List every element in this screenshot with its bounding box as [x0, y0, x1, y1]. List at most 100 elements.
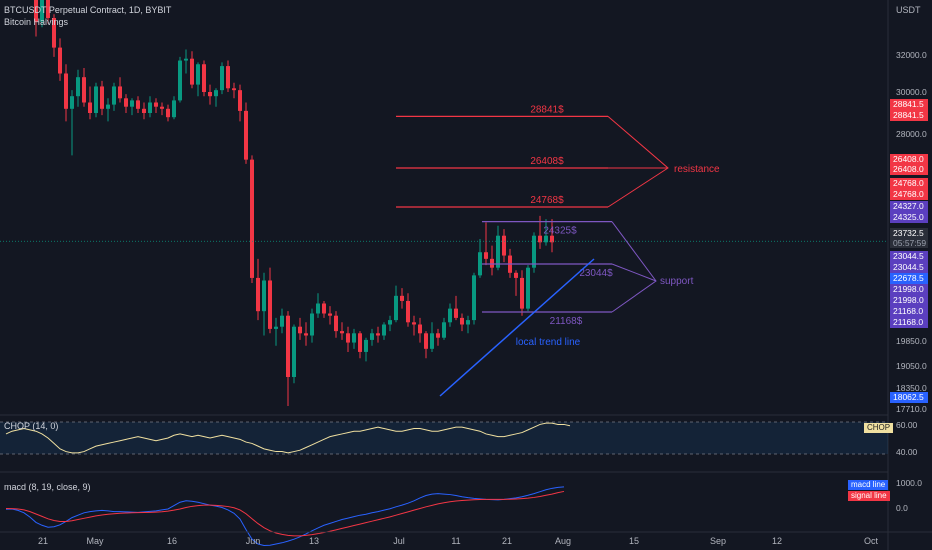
candle [124, 98, 128, 107]
candle [256, 277, 260, 312]
candle [370, 333, 374, 340]
annotations: resistance support local trend line [439, 115, 720, 397]
candle [64, 73, 68, 109]
candle [472, 275, 476, 321]
candle [172, 100, 176, 118]
candle [34, 0, 38, 22]
candle [208, 92, 212, 97]
candle [454, 308, 458, 318]
time-tick-label: 16 [167, 536, 177, 546]
candle [526, 267, 530, 309]
price-tick-label: 19050.0 [896, 361, 927, 371]
price-tag: 24768.0 [890, 178, 928, 189]
macd-pane: 1000.0 0.0 [5, 478, 922, 546]
candle [346, 333, 350, 343]
chop-line [5, 422, 571, 454]
support-note: support [660, 276, 694, 287]
price-tick-label: 19850.0 [896, 336, 927, 346]
price-tag: 26408.0 [890, 154, 928, 165]
candle [232, 88, 236, 91]
candle [94, 86, 98, 113]
macd-legend-badge: macd line [848, 480, 889, 490]
candle [466, 320, 470, 325]
resistance-arrow [607, 115, 669, 208]
candle [448, 308, 452, 323]
price-tag: 18062.5 [890, 392, 928, 403]
candle [292, 326, 296, 377]
candle [136, 100, 140, 109]
current-price-tag: 23732.5 05:57:59 [890, 228, 928, 248]
candle [460, 317, 464, 325]
candle [184, 58, 188, 61]
candle [46, 0, 50, 18]
candle [244, 110, 248, 160]
price-axis: 32000.0 30000.0 28000.0 19850.0 19050.0 18350… [896, 50, 927, 414]
candle [544, 235, 548, 243]
signal-line [5, 490, 565, 537]
macd-tick-label: 1000.0 [896, 478, 922, 488]
time-tick-label: May [86, 536, 104, 546]
candle [100, 86, 104, 109]
price-tick-label: 30000.0 [896, 87, 927, 97]
time-tick-label: Oct [864, 536, 879, 546]
chop-title: CHOP (14, 0) [4, 421, 59, 431]
candle [340, 331, 344, 334]
candle [262, 280, 266, 312]
time-axis: 21 May 16 Jun 13 Jul 11 21 Aug 15 Sep 12 Oct [0, 531, 932, 546]
resistance-label: 28841$ [530, 104, 564, 115]
candle [382, 324, 386, 336]
price-tick-label: 32000.0 [896, 50, 927, 60]
candle [418, 324, 422, 334]
candle [520, 277, 524, 309]
support-label: 24325$ [543, 226, 577, 237]
candle [550, 235, 554, 243]
time-tick-label: 13 [309, 536, 319, 546]
time-tick-label: Jun [246, 536, 261, 546]
candle [238, 90, 242, 111]
price-tag: 26408.0 [890, 164, 928, 175]
symbol-title: BTCUSDT Perpetual Contract, 1D, BYBIT [4, 5, 172, 15]
macd-line [5, 486, 565, 546]
candle [166, 108, 170, 118]
chop-pane: 60.00 40.00 [0, 420, 918, 457]
time-tick-label: 11 [451, 536, 460, 546]
candle [58, 47, 62, 74]
price-tag: 22678.5 [890, 273, 928, 284]
support-label: 23044$ [579, 268, 613, 279]
candle [316, 303, 320, 314]
candle [388, 320, 392, 325]
candle [196, 64, 200, 85]
candle [436, 333, 440, 338]
macd-tick-label: 0.0 [896, 503, 908, 513]
candle [250, 159, 254, 278]
signal-legend-badge: signal line [848, 491, 890, 501]
time-tick-label: 15 [629, 536, 639, 546]
candle [514, 272, 518, 278]
candle [298, 326, 302, 334]
resistance-label: 24768$ [530, 195, 564, 206]
candle [52, 18, 56, 48]
candlestick-series [0, 0, 888, 407]
candle [118, 86, 122, 99]
candle [322, 303, 326, 314]
price-tick-label: 28000.0 [896, 129, 927, 139]
time-tick-label: 21 [502, 536, 512, 546]
trend-note: local trend line [516, 337, 581, 348]
price-tag: 21998.0 [890, 295, 928, 306]
chop-band [0, 422, 888, 454]
candle [304, 333, 308, 336]
candle [142, 108, 146, 113]
chop-tick-label: 60.00 [896, 420, 918, 430]
candle [106, 104, 110, 109]
price-tag: 23044.5 [890, 262, 928, 273]
candle [502, 235, 506, 256]
candle [154, 102, 158, 107]
candle [148, 102, 152, 113]
candle [286, 315, 290, 377]
candle [328, 313, 332, 316]
price-tag: 28841.5 [890, 110, 928, 121]
candle [376, 333, 380, 336]
candle [406, 300, 410, 323]
